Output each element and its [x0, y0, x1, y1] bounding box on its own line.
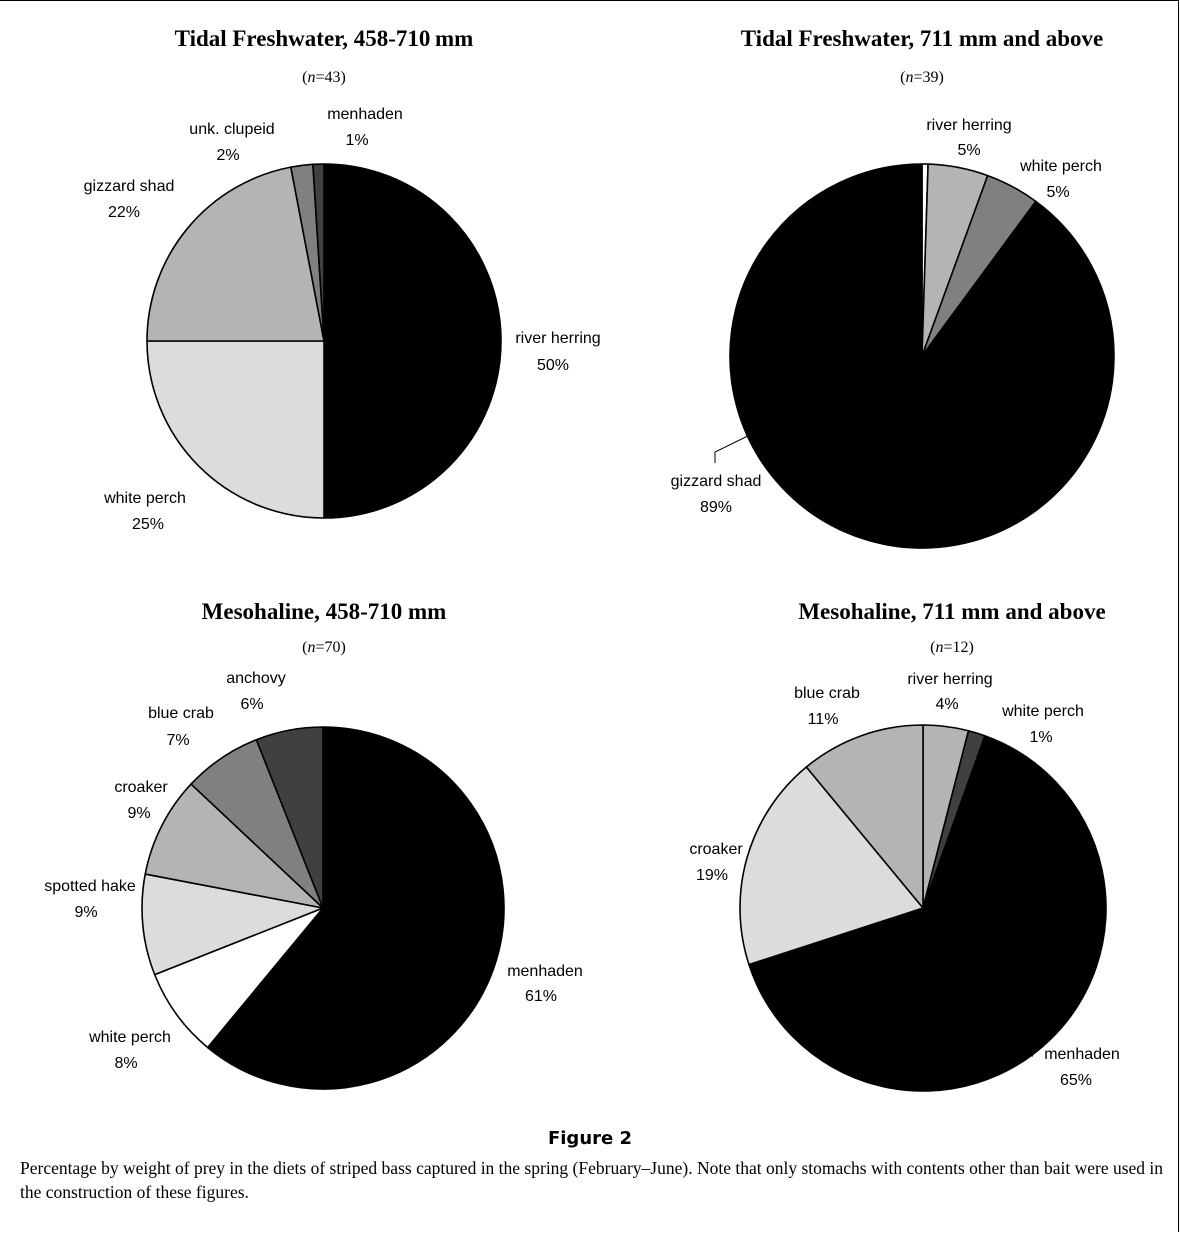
- chart-4-label-white-perch: white perch: [1001, 703, 1084, 720]
- chart-1-pct-river-herring: 50%: [537, 357, 569, 374]
- chart-1-label-unk-clupeid: unk. clupeid: [189, 121, 274, 138]
- chart-4-slice-menhaden-2: [748, 735, 1107, 1092]
- chart-1-title: Tidal Freshwater, 458-710 mm: [175, 26, 474, 51]
- chart-2-pct-white-perch: 5%: [1046, 184, 1069, 201]
- chart-4-slice-croaker-3: [739, 766, 924, 966]
- chart-3-pct-menhaden: 61%: [525, 988, 557, 1005]
- chart-3-slice-spotted-hake-2: [141, 873, 324, 976]
- chart-2-label-gizzard-shad: gizzard shad: [671, 473, 762, 490]
- chart-2-pct-river-herring: 5%: [957, 142, 980, 159]
- chart-3-label-blue-crab: blue crab: [148, 705, 214, 722]
- chart-3-pct-croaker: 9%: [127, 805, 150, 822]
- figure-caption: Percentage by weight of prey in the diet…: [20, 1158, 1164, 1202]
- chart-4-pct-white-perch: 1%: [1029, 729, 1052, 746]
- chart-4-sample-size: (n=12): [930, 639, 974, 656]
- chart-4-label-croaker: croaker: [689, 841, 743, 858]
- chart-3-slice-white-perch-1: [153, 907, 324, 1049]
- pie-chart-4: Mesohaline, 711 mm and above (n=12) rive…: [689, 599, 1120, 1092]
- chart-3-label-menhaden: menhaden: [507, 963, 583, 980]
- chart-4-pct-river-herring: 4%: [935, 696, 958, 713]
- chart-3-slice-anchovy-5: [255, 726, 324, 909]
- chart-3-label-white-perch: white perch: [88, 1029, 171, 1046]
- chart-2-slices: [729, 163, 1115, 549]
- chart-1-pct-unk-clupeid: 2%: [216, 147, 239, 164]
- pie-chart-3: Mesohaline, 458-710 mm (n=70) anchovy 6%…: [44, 599, 583, 1090]
- chart-1-slice-gizzard-shad-2: [146, 166, 325, 342]
- chart-2-slice-gizzard-shad-3: [729, 163, 1115, 549]
- chart-3-title: Mesohaline, 458-710 mm: [202, 599, 447, 624]
- chart-4-pct-blue-crab: 11%: [808, 711, 839, 728]
- chart-2-pct-gizzard-shad: 89%: [700, 499, 732, 516]
- chart-3-pct-spotted-hake: 9%: [74, 904, 97, 921]
- pie-chart-panel: Tidal Freshwater, 458-710 mm (n=43) menh…: [44, 26, 1120, 1092]
- chart-4-slices: [739, 724, 1107, 1092]
- chart-4-pct-menhaden: 65%: [1060, 1072, 1092, 1089]
- chart-4-label-river-herring: river herring: [907, 671, 992, 688]
- chart-3-pct-white-perch: 8%: [114, 1055, 137, 1072]
- chart-3-label-croaker: croaker: [114, 779, 168, 796]
- chart-4-title: Mesohaline, 711 mm and above: [798, 599, 1105, 624]
- chart-3-pct-anchovy: 6%: [240, 696, 263, 713]
- pie-chart-2: Tidal Freshwater, 711 mm and above (n=39…: [671, 26, 1115, 549]
- chart-1-label-menhaden: menhaden: [327, 106, 403, 123]
- chart-1-label-white-perch: white perch: [103, 490, 186, 507]
- chart-2-leader-gizzard-shad: [714, 429, 761, 463]
- chart-2-sample-size: (n=39): [900, 69, 944, 86]
- chart-1-slice-menhaden-4: [312, 163, 325, 342]
- pie-chart-1: Tidal Freshwater, 458-710 mm (n=43) menh…: [84, 26, 601, 533]
- chart-3-slice-menhaden-0: [206, 726, 505, 1090]
- chart-2-label-white-perch: white perch: [1019, 158, 1102, 175]
- chart-1-slice-white-perch-1: [146, 340, 325, 519]
- chart-4-label-menhaden: menhaden: [1044, 1046, 1120, 1063]
- figure-label: Figure 2: [547, 1128, 633, 1149]
- chart-3-sample-size: (n=70): [302, 639, 346, 656]
- chart-3-pct-blue-crab: 7%: [166, 732, 189, 749]
- chart-1-slices: [146, 163, 502, 519]
- chart-3-slice-croaker-3: [144, 783, 324, 909]
- chart-3-label-anchovy: anchovy: [226, 670, 286, 687]
- chart-1-sample-size: (n=43): [302, 69, 346, 86]
- chart-4-slice-blue-crab-4: [805, 724, 924, 909]
- chart-1-pct-menhaden: 1%: [345, 132, 368, 149]
- chart-1-label-gizzard-shad: gizzard shad: [84, 178, 175, 195]
- chart-3-slices: [141, 726, 505, 1090]
- chart-1-label-river-herring: river herring: [515, 330, 600, 347]
- chart-3-label-spotted-hake: spotted hake: [44, 878, 136, 895]
- chart-1-pct-gizzard-shad: 22%: [108, 204, 140, 221]
- chart-4-leader-menhaden: [1022, 1040, 1033, 1057]
- chart-1-slice-river-herring-0: [323, 163, 502, 519]
- chart-2-title: Tidal Freshwater, 711 mm and above: [741, 26, 1104, 51]
- chart-2-label-river-herring: river herring: [926, 117, 1011, 134]
- chart-4-pct-croaker: 19%: [696, 867, 728, 884]
- chart-4-label-blue-crab: blue crab: [794, 685, 860, 702]
- chart-1-pct-white-perch: 25%: [132, 516, 164, 533]
